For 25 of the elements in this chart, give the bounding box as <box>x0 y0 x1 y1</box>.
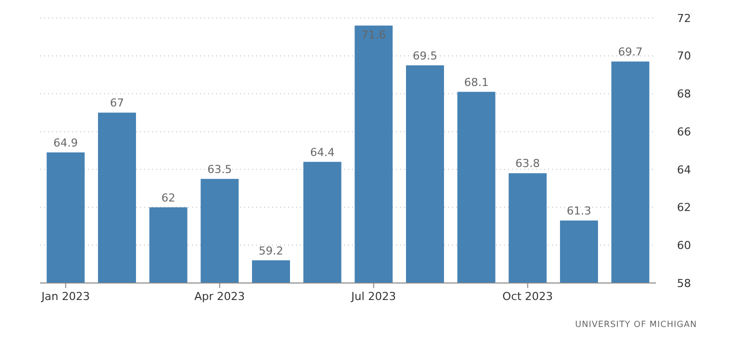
x-tick-label: Jul 2023 <box>350 290 396 303</box>
data-label: 63.5 <box>207 162 232 176</box>
y-tick-label: 66 <box>677 125 691 138</box>
y-tick-label: 64 <box>677 163 691 176</box>
data-label: 63.8 <box>515 157 540 170</box>
data-label: 69.7 <box>618 46 643 59</box>
data-label: 64.9 <box>53 136 78 150</box>
y-tick-label: 58 <box>677 276 691 290</box>
x-tick-label: Oct 2023 <box>502 290 553 303</box>
y-tick-label: 60 <box>677 238 691 252</box>
x-tick-label: Jan 2023 <box>40 290 90 303</box>
y-tick-label: 72 <box>677 12 691 25</box>
data-label: 64.4 <box>310 146 335 159</box>
y-tick-label: 68 <box>677 88 691 101</box>
data-label: 71.6 <box>361 28 386 42</box>
y-tick-label: 62 <box>677 201 691 214</box>
data-label: 59.2 <box>258 244 284 258</box>
data-label: 61.3 <box>566 204 592 218</box>
data-label: 62 <box>161 191 176 204</box>
data-label: 68.1 <box>464 76 489 89</box>
text: UNIVERSITY OF MICHIGAN <box>575 320 697 330</box>
data-label: 67 <box>110 96 124 110</box>
x-tick-label: Apr 2023 <box>194 290 245 303</box>
data-label: 69.5 <box>412 49 438 62</box>
y-tick-label: 70 <box>677 50 691 63</box>
